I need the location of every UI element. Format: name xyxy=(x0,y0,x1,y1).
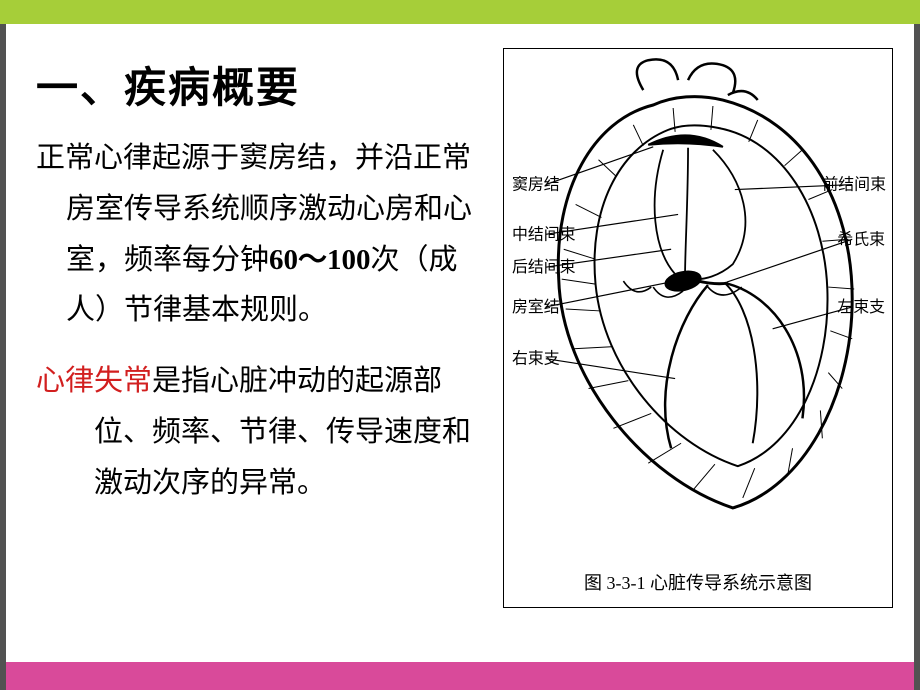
label-his-bundle: 希氏束 xyxy=(837,230,885,248)
heart-diagram: 窦房结 中结间束 后结间束 房室结 右束支 前结间束 希氏束 左束支 图 3-3… xyxy=(503,48,893,608)
label-sinus-node: 窦房结 xyxy=(512,176,560,194)
paragraph-1: 正常心律起源于窦房结，并沿正常房室传导系统顺序激动心房和心室，频率每分钟60～1… xyxy=(36,133,476,336)
top-accent-bar xyxy=(0,0,920,24)
bottom-bar-outer xyxy=(6,642,914,690)
label-av-node: 房室结 xyxy=(512,298,560,316)
label-middle-internodal: 中结间束 xyxy=(512,225,576,243)
bottom-bar-inner xyxy=(6,662,914,690)
para1-rate: 60～100 xyxy=(269,244,371,276)
text-column: 一、疾病概要 正常心律起源于窦房结，并沿正常房室传导系统顺序激动心房和心室，频率… xyxy=(6,24,486,642)
label-anterior-internodal: 前结间束 xyxy=(822,176,886,194)
label-left-bundle: 左束支 xyxy=(837,298,885,316)
label-right-bundle: 右束支 xyxy=(512,350,560,368)
term-arrhythmia: 心律失常 xyxy=(36,365,152,397)
heart-conduction-svg: 窦房结 中结间束 后结间束 房室结 右束支 前结间束 希氏束 左束支 xyxy=(504,49,892,549)
heading: 一、疾病概要 xyxy=(36,54,476,115)
image-column: 窦房结 中结间束 后结间束 房室结 右束支 前结间束 希氏束 左束支 图 3-3… xyxy=(486,24,914,642)
content-area: 一、疾病概要 正常心律起源于窦房结，并沿正常房室传导系统顺序激动心房和心室，频率… xyxy=(6,24,914,642)
diagram-caption: 图 3-3-1 心脏传导系统示意图 xyxy=(504,569,892,595)
slide: 一、疾病概要 正常心律起源于窦房结，并沿正常房室传导系统顺序激动心房和心室，频率… xyxy=(0,0,920,690)
paragraph-2: 心律失常是指心脏冲动的起源部位、频率、节律、传导速度和激动次序的异常。 xyxy=(36,356,476,508)
label-posterior-internodal: 后结间束 xyxy=(512,258,576,276)
